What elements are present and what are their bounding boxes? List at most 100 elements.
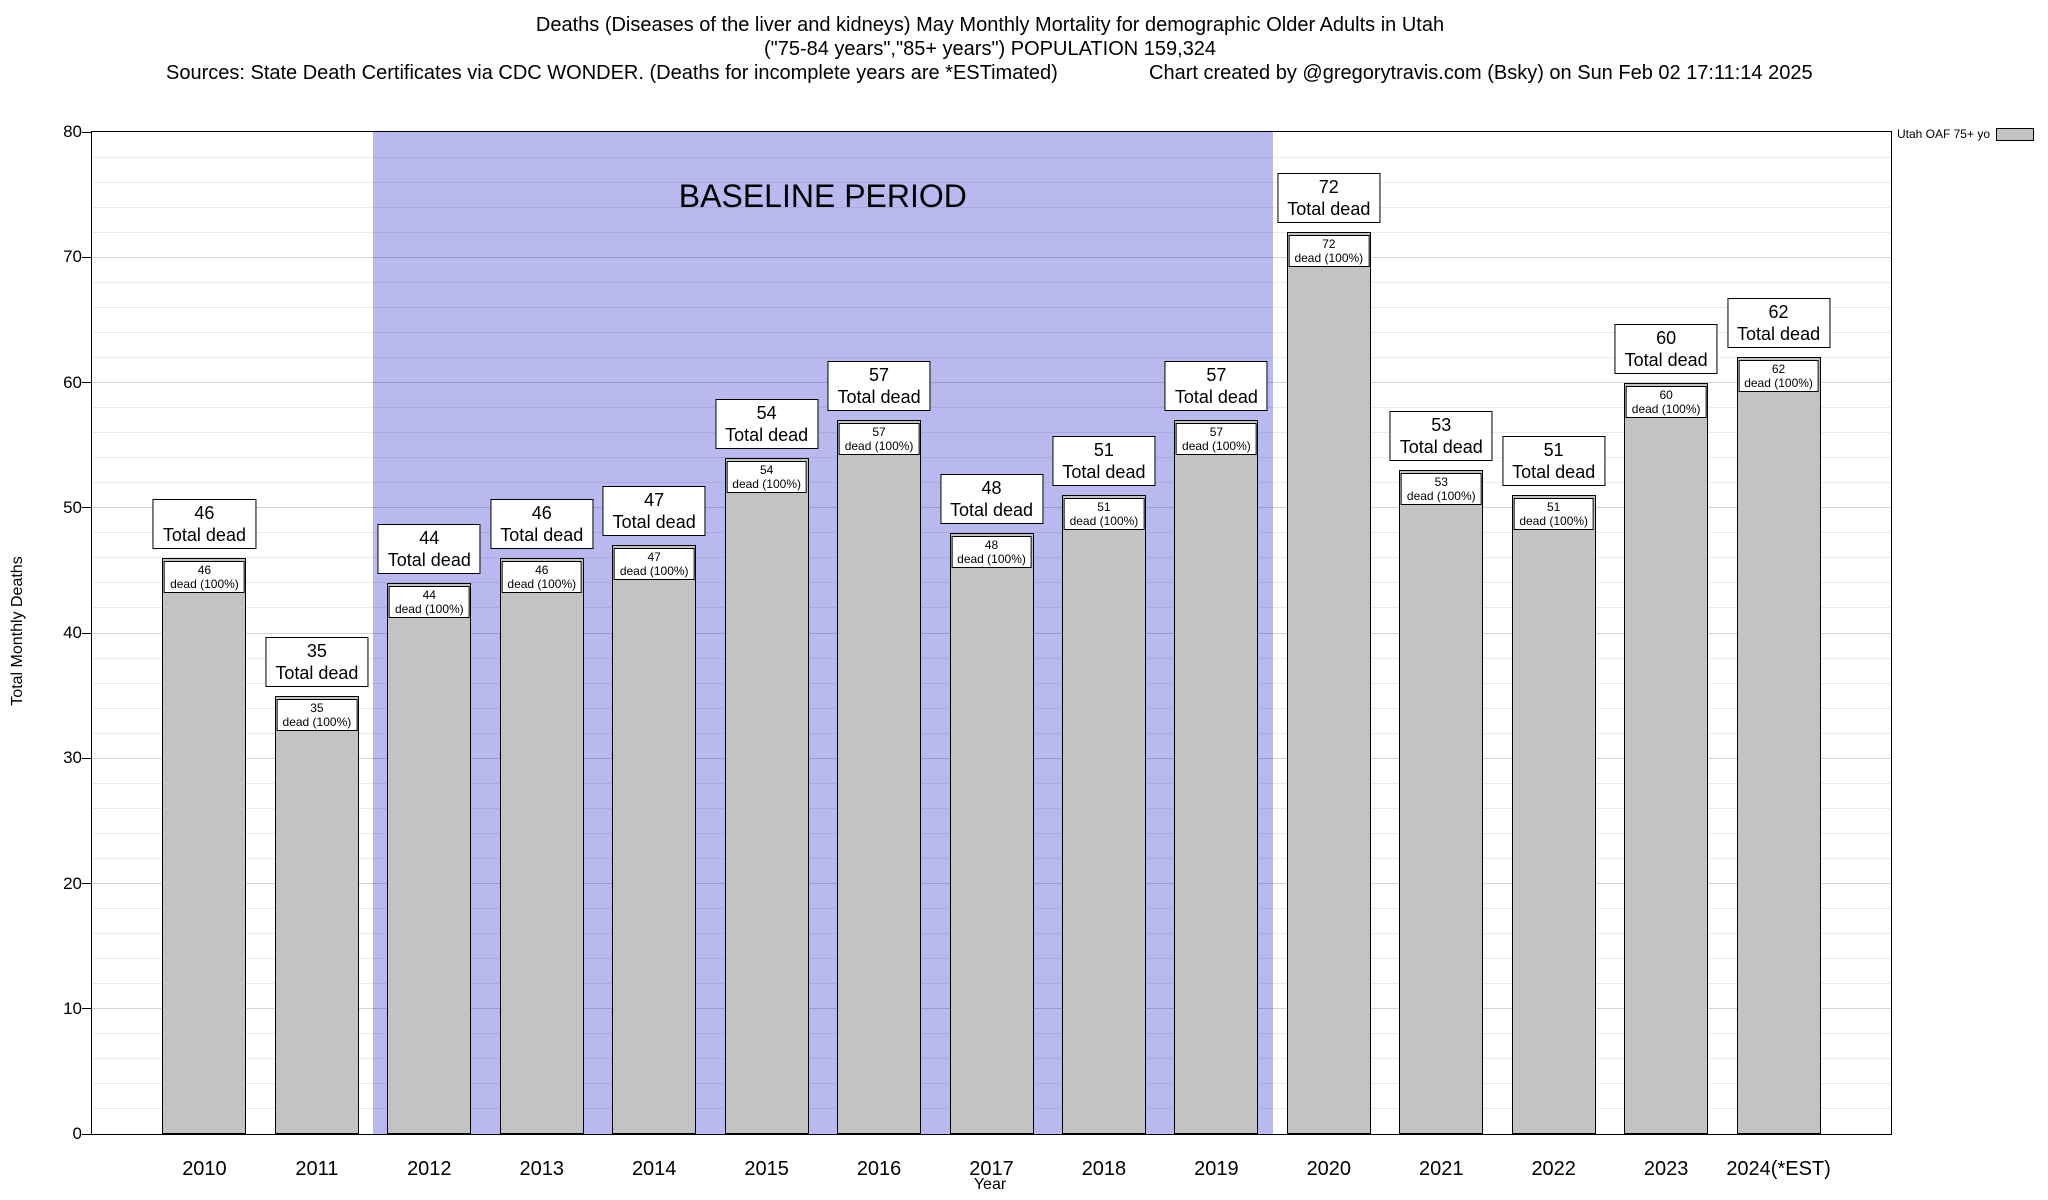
bar-total-value: 35 <box>306 640 327 661</box>
bar-inner-label: 44 dead (100%) <box>388 585 470 618</box>
x-tick-label: 2024(*EST) <box>1726 1158 1831 1180</box>
bar-total-text: Total dead <box>725 424 809 445</box>
bar <box>1736 357 1821 1134</box>
chart-subtitle: ("75-84 years","85+ years") POPULATION 1… <box>763 38 1217 60</box>
bar-total-text: Total dead <box>837 387 921 408</box>
bar-total-text: Total dead <box>1737 324 1821 345</box>
bar-inner-label: 57 dead (100%) <box>838 423 920 456</box>
bar-inner-value: 57 <box>872 425 886 440</box>
bar-inner-value: 46 <box>535 562 549 577</box>
bar-total-text: Total dead <box>387 549 471 570</box>
bar-total-value: 44 <box>419 527 440 548</box>
bar <box>1286 232 1371 1134</box>
gridline <box>92 356 1891 358</box>
bar-total-text: Total dead <box>612 512 696 533</box>
gridline <box>92 206 1891 208</box>
legend-swatch <box>1996 127 2034 141</box>
bar-inner-value: 62 <box>1771 362 1786 377</box>
bar-total-value: 53 <box>1431 415 1452 436</box>
bar-total-value: 54 <box>756 402 777 423</box>
bar-total-value: 46 <box>194 502 215 523</box>
bar <box>1511 495 1596 1134</box>
bar-inner-text: dead (100%) <box>732 476 801 491</box>
bar <box>1061 495 1146 1134</box>
gridline <box>92 231 1891 233</box>
bar-total-label: 53 Total dead <box>1389 411 1493 462</box>
bar-total-text: Total dead <box>162 524 246 545</box>
x-tick-label: 2010 <box>182 1158 227 1180</box>
chart-title: Deaths (Diseases of the liver and kidney… <box>535 14 1445 36</box>
bar <box>274 695 359 1134</box>
y-tick-label: 50 <box>63 497 82 517</box>
x-tick-label: 2020 <box>1306 1158 1352 1180</box>
x-tick-label: 2015 <box>744 1158 789 1180</box>
gridline <box>92 156 1891 158</box>
bar-total-text: Total dead <box>1624 349 1708 370</box>
bar-inner-value: 44 <box>422 587 436 602</box>
bar-inner-label: 51 dead (100%) <box>1063 498 1145 531</box>
bar-inner-label: 51 dead (100%) <box>1513 498 1595 531</box>
gridline <box>92 457 1891 459</box>
x-axis-title: Year <box>973 1176 1007 1193</box>
bar-total-label: 46 Total dead <box>152 498 256 549</box>
bar <box>724 457 809 1134</box>
bar-total-text: Total dead <box>1512 462 1596 483</box>
bar <box>837 420 922 1134</box>
bar-inner-text: dead (100%) <box>957 551 1026 566</box>
gridline <box>92 382 1891 383</box>
gridline <box>92 281 1891 283</box>
y-tick-mark <box>82 131 91 133</box>
bar-total-label: 57 Total dead <box>827 361 931 412</box>
bar-inner-text: dead (100%) <box>1406 489 1476 504</box>
y-tick-label: 10 <box>63 998 82 1018</box>
y-axis-title: Total Monthly Deaths <box>9 556 26 706</box>
bar-total-text: Total dead <box>500 524 584 545</box>
bar <box>1174 420 1259 1134</box>
bar-inner-value: 51 <box>1097 500 1111 515</box>
bar-inner-label: 72 dead (100%) <box>1288 235 1370 268</box>
bar-inner-value: 51 <box>1547 500 1561 515</box>
bar-inner-value: 57 <box>1209 425 1224 440</box>
bar <box>499 557 584 1134</box>
bar-inner-text: dead (100%) <box>1182 439 1251 454</box>
bar-inner-label: 35 dead (100%) <box>276 698 358 731</box>
bar-total-label: 44 Total dead <box>377 523 481 574</box>
bar-inner-label: 62 dead (100%) <box>1738 360 1819 393</box>
bar-inner-value: 47 <box>647 550 661 565</box>
bar-total-label: 57 Total dead <box>1164 361 1268 412</box>
bar-total-text: Total dead <box>1062 462 1146 483</box>
bar-total-text: Total dead <box>1174 387 1258 408</box>
bar-total-label: 47 Total dead <box>602 486 706 537</box>
bar-total-label: 48 Total dead <box>939 473 1044 524</box>
bar-inner-value: 72 <box>1322 237 1336 252</box>
bar-inner-text: dead (100%) <box>844 439 914 454</box>
bar-inner-value: 54 <box>759 462 774 477</box>
x-tick-label: 2021 <box>1419 1158 1464 1180</box>
x-tick-label: 2023 <box>1643 1158 1689 1180</box>
bar-inner-text: dead (100%) <box>394 601 464 616</box>
y-tick-mark <box>82 256 91 258</box>
bar <box>387 582 472 1134</box>
y-tick-mark <box>82 757 91 759</box>
y-tick-label: 20 <box>63 873 82 893</box>
bar <box>1624 382 1709 1134</box>
bar-inner-text: dead (100%) <box>1744 376 1813 391</box>
bar-inner-text: dead (100%) <box>1069 514 1139 529</box>
bar-inner-label: 46 dead (100%) <box>501 560 583 593</box>
bar-total-value: 57 <box>869 365 890 386</box>
bar-inner-value: 46 <box>197 562 212 577</box>
y-tick-label: 40 <box>63 623 82 642</box>
bar-total-label: 35 Total dead <box>265 636 369 687</box>
y-tick-mark <box>82 1133 91 1135</box>
y-tick-label: 60 <box>63 372 82 392</box>
y-tick-label: 80 <box>63 122 82 141</box>
bar-total-value: 51 <box>1543 440 1564 461</box>
bar-inner-label: 48 dead (100%) <box>951 535 1032 568</box>
x-tick-label: 2013 <box>519 1158 565 1180</box>
bar-total-text: Total dead <box>1287 199 1371 220</box>
bar-inner-text: dead (100%) <box>282 714 352 729</box>
bar <box>612 545 697 1134</box>
x-tick-label: 2016 <box>856 1158 902 1180</box>
bar-inner-text: dead (100%) <box>170 576 239 591</box>
